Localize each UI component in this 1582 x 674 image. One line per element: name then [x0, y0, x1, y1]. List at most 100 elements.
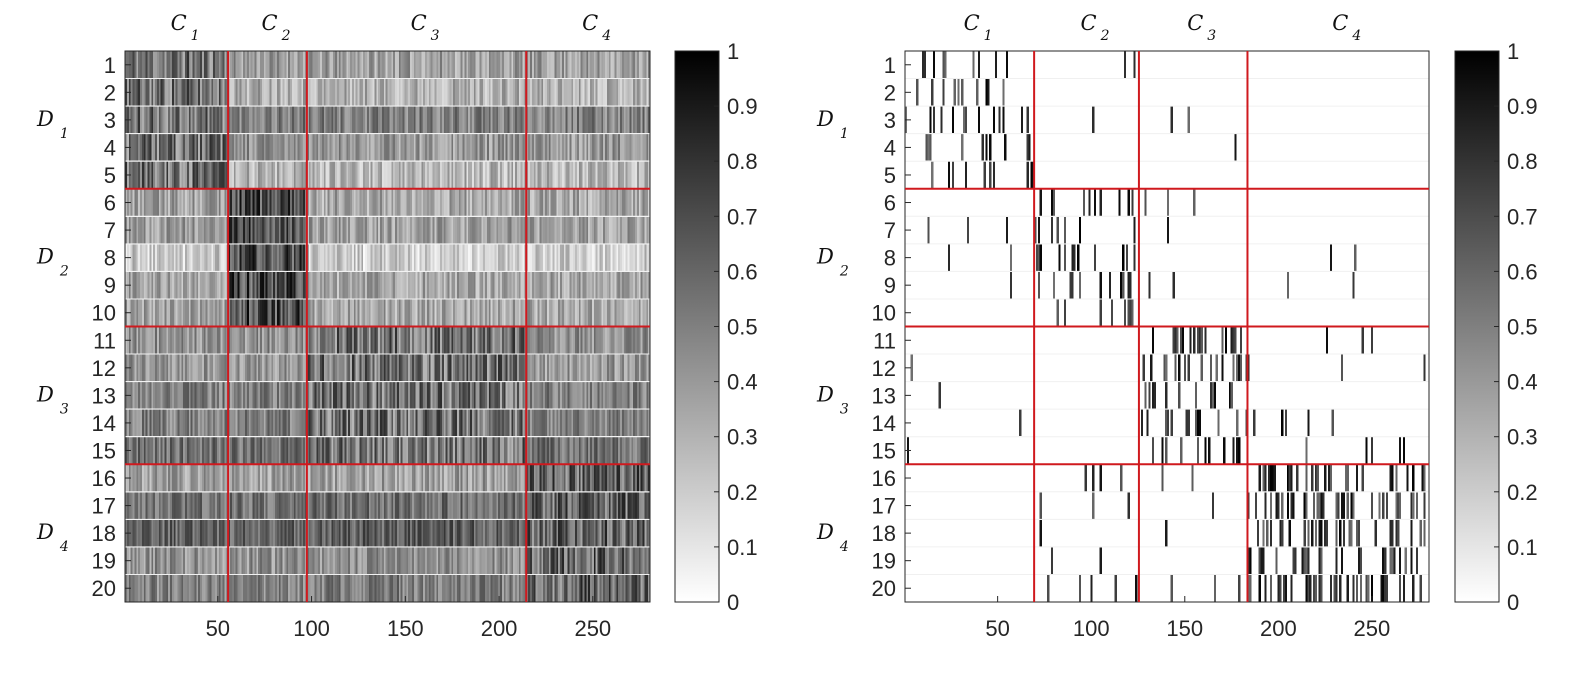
heatmap-cell — [170, 244, 173, 271]
heatmap-cell — [449, 106, 452, 134]
heatmap-cell — [638, 189, 641, 216]
heatmap-cell — [415, 437, 418, 464]
heatmap-cell — [350, 244, 353, 271]
heatmap-cell — [569, 216, 572, 244]
heatmap-cell — [136, 244, 139, 271]
heatmap-cell — [141, 189, 145, 216]
heatmap-cell — [149, 106, 152, 134]
heatmap-cell — [306, 409, 310, 437]
heatmap-cell — [486, 106, 490, 134]
heatmap-cell — [196, 437, 199, 464]
heatmap-cell — [440, 492, 443, 519]
heatmap-cell — [623, 327, 626, 354]
heatmap-cell — [526, 134, 529, 161]
heatmap-cell — [440, 244, 443, 271]
heatmap-cell — [368, 437, 371, 464]
heatmap-cell — [413, 409, 416, 437]
heatmap-cell — [230, 51, 233, 79]
heatmap-cell — [291, 161, 295, 189]
heatmap-cell — [306, 161, 310, 189]
heatmap-cell — [406, 437, 409, 464]
heatmap-cell — [453, 382, 456, 409]
heatmap-cell — [186, 354, 190, 382]
heatmap-cell — [441, 409, 445, 437]
heatmap-cell — [606, 271, 610, 299]
heatmap-cell — [250, 244, 253, 271]
heatmap-cell — [402, 271, 405, 299]
heatmap-cell — [603, 354, 606, 382]
heatmap-cell — [417, 79, 420, 106]
heatmap-cell — [528, 134, 531, 161]
heatmap-cell — [408, 216, 411, 244]
heatmap-cell — [468, 134, 471, 161]
heatmap-cell — [203, 437, 206, 464]
heatmap-cell — [545, 244, 548, 271]
heatmap-cell — [522, 437, 525, 464]
heatmap-cell — [417, 299, 420, 326]
heatmap-cell — [357, 244, 360, 271]
heatmap-cell — [387, 519, 390, 547]
heatmap-cell — [565, 437, 568, 464]
heatmap-cell — [440, 354, 443, 382]
heatmap-cell — [134, 106, 137, 134]
heatmap-cell — [561, 409, 565, 437]
heatmap-cell — [599, 327, 602, 354]
heatmap-cell — [503, 216, 506, 244]
heatmap-cell — [198, 354, 201, 382]
heatmap-cell — [554, 244, 557, 271]
heatmap-cell — [530, 106, 533, 134]
heatmap-cell — [276, 189, 280, 216]
heatmap-cell — [590, 244, 593, 271]
heatmap-cell — [486, 354, 490, 382]
heatmap-cell — [215, 271, 218, 299]
heatmap-cell — [612, 161, 615, 189]
heatmap-cell — [254, 106, 257, 134]
heatmap-cell — [166, 354, 169, 382]
heatmap-cell — [455, 409, 458, 437]
heatmap-cell — [243, 161, 246, 189]
heatmap-cell — [254, 216, 257, 244]
heatmap-cell — [239, 216, 242, 244]
heatmap-cell — [513, 189, 516, 216]
heatmap-cell — [140, 492, 143, 519]
heatmap-cell — [408, 492, 411, 519]
heatmap-cell — [501, 244, 505, 271]
heatmap-cell — [263, 79, 266, 106]
heatmap-cell — [156, 51, 160, 79]
heatmap-cell — [417, 382, 420, 409]
heatmap-cell — [336, 299, 340, 326]
heatmap-cell — [419, 134, 422, 161]
heatmap-cell — [618, 271, 621, 299]
heatmap-cell — [224, 271, 227, 299]
heatmap-cell — [582, 354, 585, 382]
heatmap-cell — [434, 382, 437, 409]
heatmap-cell — [301, 51, 304, 79]
heatmap-cell — [470, 51, 473, 79]
heatmap-cell — [323, 244, 326, 271]
heatmap-cell — [365, 409, 368, 437]
heatmap-cell — [445, 382, 448, 409]
heatmap-cell — [170, 492, 173, 519]
heatmap-cell — [646, 382, 649, 409]
heatmap-cell — [269, 79, 272, 106]
heatmap-cell — [546, 79, 550, 106]
heatmap-cell — [190, 79, 193, 106]
heatmap-cell — [134, 51, 137, 79]
heatmap-cell — [419, 464, 422, 492]
heatmap-cell — [357, 189, 360, 216]
heatmap-cell — [395, 189, 398, 216]
heatmap-cell — [153, 409, 156, 437]
heatmap-cell — [441, 271, 445, 299]
heatmap-cell — [449, 51, 452, 79]
heatmap-cell — [230, 161, 233, 189]
heatmap-cell — [338, 51, 341, 79]
heatmap-cell — [554, 464, 557, 492]
heatmap-cell — [464, 161, 467, 189]
heatmap-cell — [329, 464, 332, 492]
heatmap-cell — [246, 299, 250, 326]
heatmap-cell — [603, 161, 606, 189]
heatmap-cell — [515, 464, 518, 492]
heatmap-cell — [485, 189, 488, 216]
heatmap-panel-1: 50 100 150 200 25012345678910111213141516171… — [36, 11, 758, 641]
heatmap-cell — [421, 464, 424, 492]
